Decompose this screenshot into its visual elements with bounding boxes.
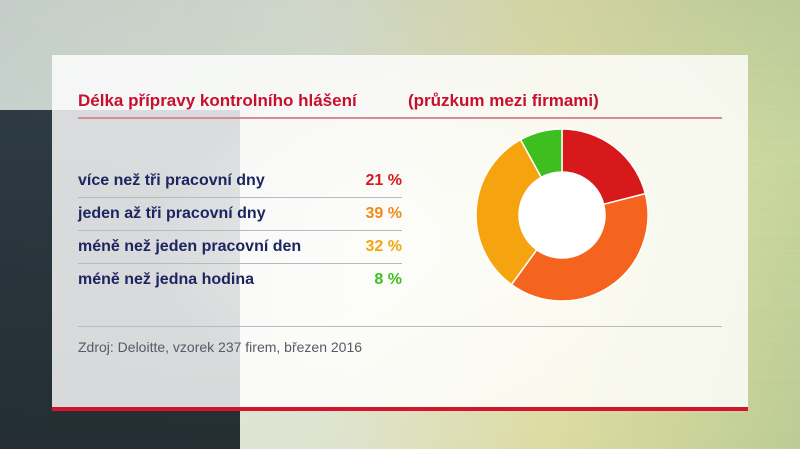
footer-divider — [78, 326, 722, 327]
data-label: 21 % — [365, 172, 402, 189]
infographic-card: Délka přípravy kontrolního hlášení (průz… — [52, 55, 748, 411]
title-divider — [78, 117, 722, 119]
chart-subtitle: (průzkum mezi firmami) — [408, 91, 599, 110]
legend-label: více než tři pracovní dny — [78, 172, 265, 189]
source-note: Zdroj: Deloitte, vzorek 237 firem, březe… — [78, 339, 363, 355]
data-label: 32 % — [365, 238, 402, 255]
legend-row: méně než jeden pracovní den 32 % — [78, 231, 402, 264]
legend-row: více než tři pracovní dny 21 % — [78, 165, 402, 198]
legend-label: jeden až tři pracovní dny — [78, 205, 266, 222]
legend-row: méně než jedna hodina 8 % — [78, 264, 402, 296]
data-label: 8 % — [374, 271, 402, 288]
donut-chart — [475, 128, 649, 302]
donut-slice — [510, 192, 649, 302]
legend-label: méně než jeden pracovní den — [78, 238, 302, 255]
donut-hole — [519, 172, 605, 258]
legend-label: méně než jedna hodina — [78, 271, 255, 288]
title-row: Délka přípravy kontrolního hlášení — [78, 91, 357, 111]
chart-title: Délka přípravy kontrolního hlášení — [78, 91, 357, 110]
data-label: 39 % — [365, 205, 402, 222]
legend-row: jeden až tři pracovní dny 39 % — [78, 198, 402, 231]
legend-table: více než tři pracovní dny 21 % jeden až … — [78, 165, 402, 296]
